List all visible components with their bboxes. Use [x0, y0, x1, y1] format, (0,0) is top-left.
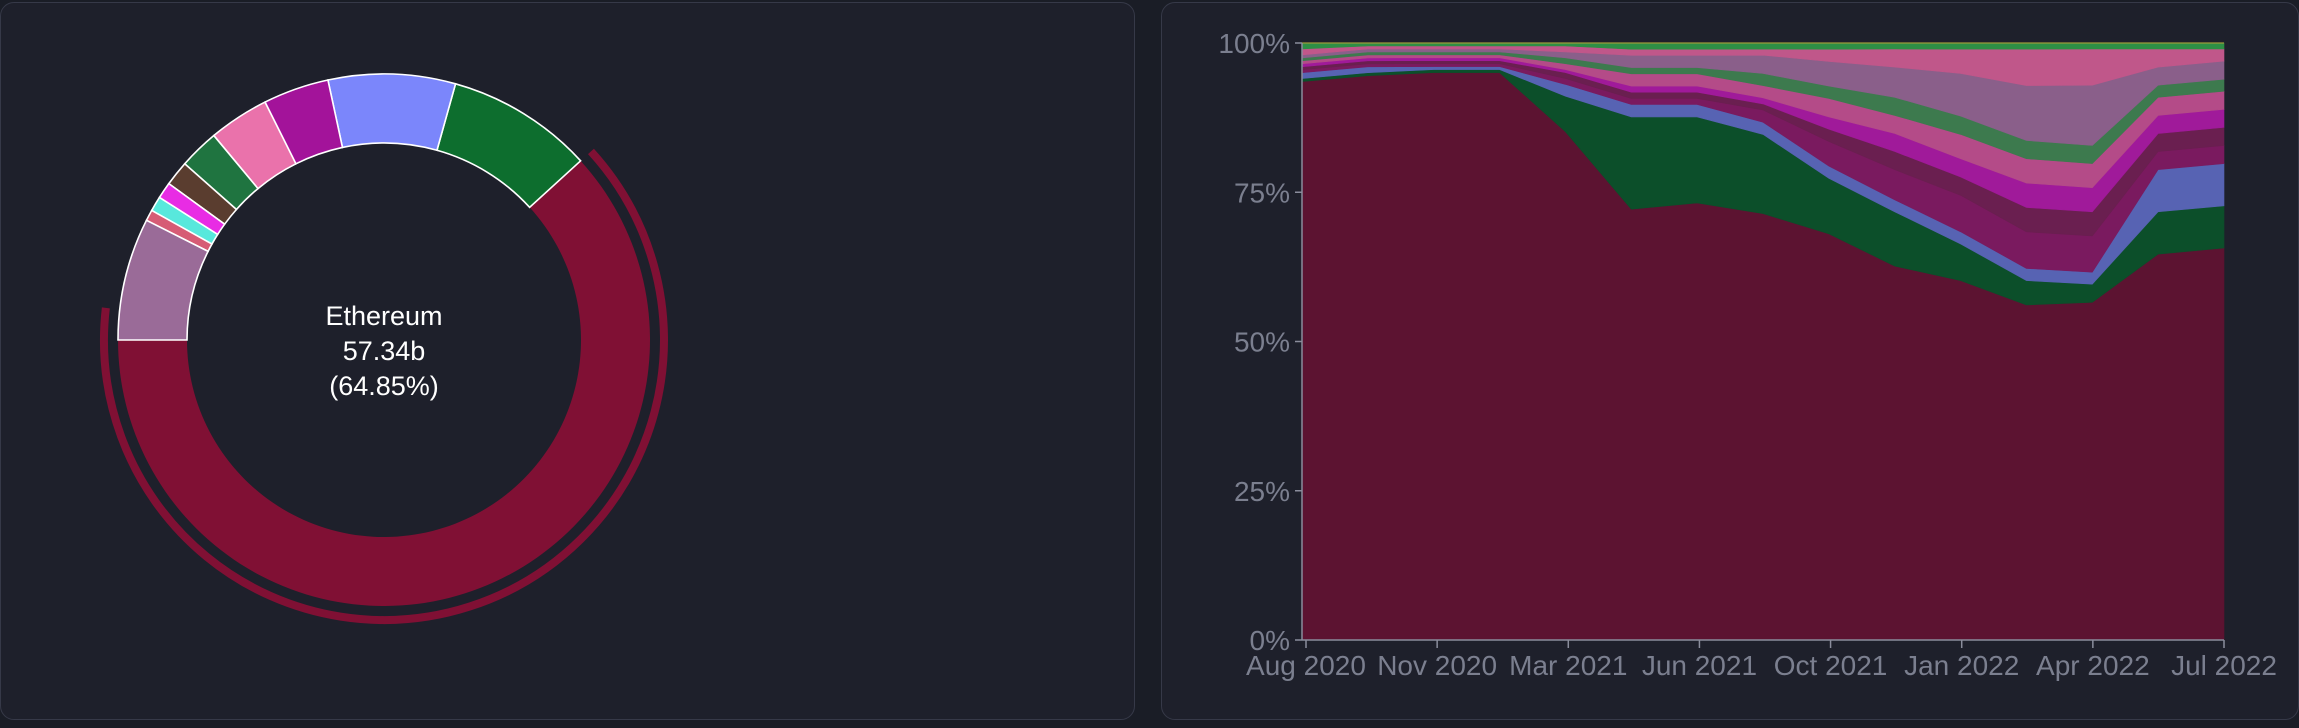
- area-chart-panel: 0% 25% 50% 75% 100% Aug 2020 Nov 2020 Mar 2021 J…: [1161, 2, 2299, 720]
- donut-slice-11[interactable]: [117, 219, 210, 341]
- y-tick-label: 75%: [1234, 177, 1290, 208]
- y-tick-label: 100%: [1218, 28, 1290, 59]
- donut-slice-1[interactable]: [118, 160, 650, 606]
- stacked-area-chart: 0% 25% 50% 75% 100% Aug 2020 Nov 2020 Mar 2021 J…: [1218, 28, 2277, 681]
- x-tick-label: Oct 2021: [1774, 650, 1888, 681]
- x-tick-label: Aug 2020: [1246, 650, 1366, 681]
- x-tick-label: Jun 2021: [1642, 650, 1757, 681]
- x-tick-label: Apr 2022: [2036, 650, 2150, 681]
- donut-highlight-arc: [100, 148, 668, 624]
- donut-chart: [100, 73, 668, 624]
- donut-tooltip-name: Ethereum: [325, 301, 443, 331]
- donut-slice-3[interactable]: [326, 73, 457, 152]
- x-tick-label: Mar 2021: [1509, 650, 1627, 681]
- x-tick-label: Nov 2020: [1377, 650, 1497, 681]
- x-tick-label: Jan 2022: [1904, 650, 2019, 681]
- donut-chart-panel: Ethereum 57.34b (64.85%): [0, 2, 1135, 720]
- y-tick-label: 25%: [1234, 476, 1290, 507]
- donut-tooltip-value: 57.34b: [342, 336, 426, 366]
- donut-tooltip-percent: (64.85%): [329, 371, 439, 401]
- y-tick-label: 0%: [1250, 625, 1290, 656]
- x-tick-label: Jul 2022: [2171, 650, 2277, 681]
- y-tick-label: 50%: [1234, 327, 1290, 358]
